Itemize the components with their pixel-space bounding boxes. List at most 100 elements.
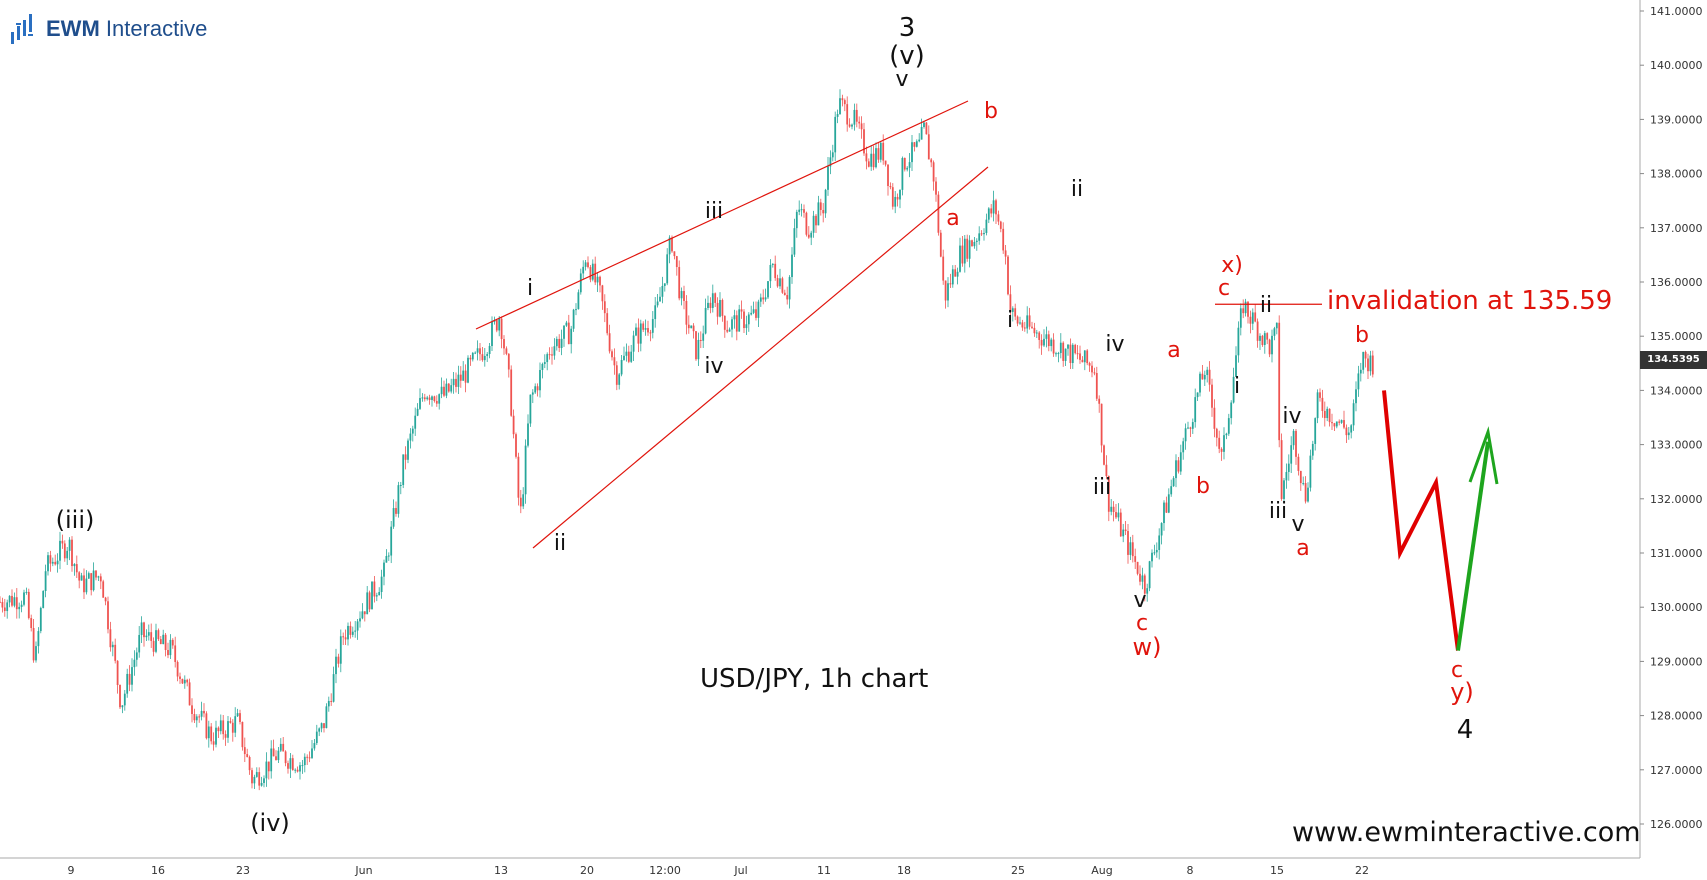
candle-body [1225, 433, 1228, 436]
candle-body [471, 352, 474, 360]
candle-body [303, 756, 306, 766]
candle-body [1223, 435, 1225, 452]
x-tick-label: 9 [68, 864, 75, 877]
candle-body [1297, 456, 1300, 471]
candle-body [431, 396, 433, 400]
candle-body [711, 293, 714, 308]
candle-body [80, 575, 83, 581]
candle-body [212, 741, 215, 745]
candle-body [651, 319, 654, 333]
candle-body [887, 164, 889, 187]
candle-body [584, 262, 587, 267]
candle-body [159, 639, 162, 645]
x-tick-label: 18 [897, 864, 911, 877]
candle-body [1292, 430, 1295, 446]
candle-body [1083, 350, 1086, 363]
candle-body [579, 273, 582, 293]
candle-body [673, 251, 676, 257]
y-tick-label: 133.0000 [1650, 439, 1703, 452]
y-tick-label: 130.0000 [1650, 601, 1703, 614]
candle-body [423, 397, 426, 400]
candle-body [882, 142, 885, 161]
candle-body [407, 440, 409, 460]
candle-body [999, 221, 1002, 229]
x-axis: 9 16 23 Jun 13 20 12:00 Jul 11 18 25 Aug 8 15 22 [0, 857, 1640, 877]
candle-body [296, 769, 299, 772]
candle-body [654, 305, 657, 320]
candle-body [1064, 348, 1067, 361]
candle-body [1201, 373, 1204, 380]
candle-body [839, 98, 841, 115]
candle-body [865, 153, 868, 162]
candle-body [733, 315, 736, 320]
candle-body [246, 754, 249, 757]
candle-body [546, 354, 549, 363]
candle-body [1191, 422, 1194, 429]
candle-body [8, 595, 11, 603]
candle-body [599, 276, 601, 286]
y-tick-label: 138.0000 [1650, 168, 1703, 181]
candle-body [498, 318, 501, 331]
wedge-lower-line [532, 166, 989, 549]
candle-body [1055, 353, 1057, 355]
candle-body [464, 370, 467, 383]
candle-body [1314, 418, 1317, 444]
ewm-logo-icon [11, 14, 33, 44]
candle-body [875, 148, 877, 168]
candle-body [195, 716, 198, 721]
candle-body [479, 348, 481, 355]
candle-body [896, 196, 899, 200]
candle-body [1215, 428, 1218, 438]
candle-body [1153, 552, 1156, 554]
candle-body [899, 189, 901, 200]
candle-body [1343, 420, 1345, 428]
y-tick-label: 135.0000 [1650, 330, 1703, 343]
candle-body [680, 291, 683, 299]
candle-body [1340, 420, 1343, 423]
wave-label: iii [1093, 475, 1111, 500]
candle-body [625, 351, 628, 356]
candle-body [457, 374, 460, 387]
candle-body [371, 581, 373, 610]
candle-body [615, 365, 618, 385]
candle-body [171, 639, 174, 646]
wave-label: (v) [889, 41, 925, 71]
candle-body [587, 262, 589, 268]
candle-body [162, 634, 165, 645]
candle-body [284, 751, 287, 764]
candle-body [150, 632, 153, 641]
x-tick-label: 25 [1011, 864, 1025, 877]
candle-body [671, 237, 673, 252]
candle-body [1052, 339, 1055, 354]
candle-body [241, 721, 244, 748]
candle-body [1199, 373, 1201, 393]
candle-body [666, 254, 669, 284]
candle-body [783, 292, 786, 296]
candle-body [505, 348, 508, 354]
candle-body [644, 328, 647, 330]
x-tick-label: Jul [733, 864, 747, 877]
candle-body [663, 283, 666, 286]
candle-body [488, 346, 491, 355]
wave-label: iv [704, 354, 723, 379]
candle-body [903, 157, 906, 170]
candle-body [1047, 334, 1050, 347]
candle-body [779, 278, 781, 287]
candle-body [1023, 327, 1026, 329]
candle-body [114, 644, 117, 661]
candle-body [1230, 402, 1233, 419]
candle-body [383, 562, 385, 577]
candle-body [1014, 308, 1017, 317]
candle-body [421, 397, 424, 399]
candle-body [1019, 322, 1021, 324]
candle-body [282, 743, 285, 752]
candle-body [1081, 359, 1084, 363]
candle-body [1172, 478, 1175, 487]
candle-body [224, 734, 227, 738]
candle-body [678, 267, 681, 299]
candle-body [157, 630, 160, 640]
candle-body [930, 159, 933, 163]
candle-body [443, 386, 445, 396]
candle-body [1220, 448, 1223, 452]
candle-body [152, 640, 155, 652]
